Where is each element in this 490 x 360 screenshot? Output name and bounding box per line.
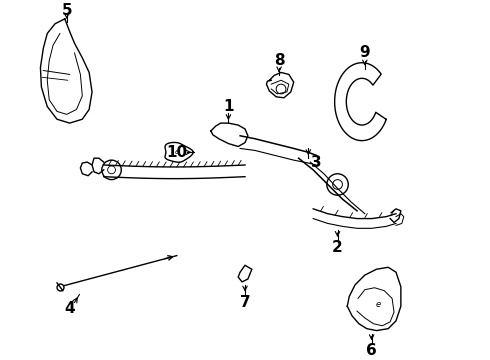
Text: 9: 9 [360, 45, 370, 60]
Polygon shape [238, 265, 252, 282]
Text: 6: 6 [366, 343, 377, 357]
Text: e: e [174, 149, 179, 155]
Text: e: e [376, 300, 381, 309]
Text: 7: 7 [240, 295, 250, 310]
Text: 4: 4 [64, 301, 75, 316]
Text: 2: 2 [332, 240, 343, 255]
Text: 8: 8 [274, 53, 284, 68]
Text: 10: 10 [166, 145, 187, 160]
Text: 1: 1 [223, 99, 234, 114]
Text: 5: 5 [61, 3, 72, 18]
Text: 3: 3 [311, 154, 321, 170]
